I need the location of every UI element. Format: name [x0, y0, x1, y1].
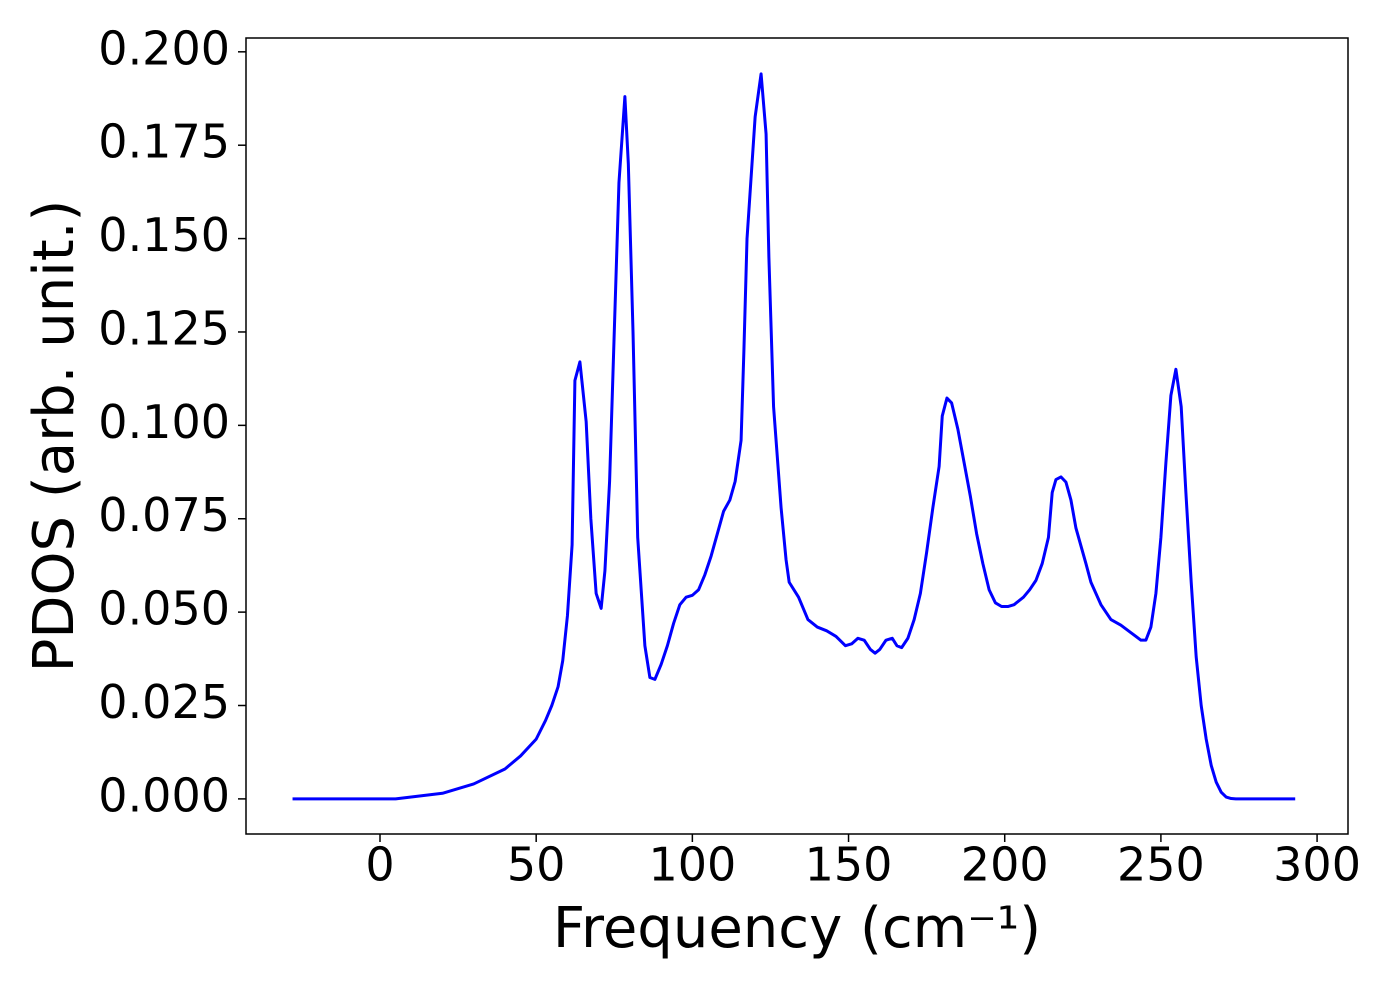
y-tick-label: 0.050 [98, 582, 230, 636]
plot-frame [245, 37, 1349, 835]
y-tick-label: 0.025 [98, 675, 230, 729]
x-tick-label: 150 [805, 838, 893, 892]
x-axis-label: Frequency (cm⁻¹) [553, 896, 1041, 961]
x-tick-label: 250 [1117, 838, 1205, 892]
y-axis-label: PDOS (arb. unit.) [22, 200, 87, 673]
y-tick-label: 0.000 [98, 768, 230, 822]
pdos-line [292, 72, 1296, 801]
y-tick-label: 0.175 [98, 115, 230, 169]
y-tick-label: 0.150 [98, 208, 230, 262]
x-tick-label: 200 [961, 838, 1049, 892]
x-tick-label: 50 [507, 838, 566, 892]
y-tick-label: 0.200 [98, 21, 230, 75]
y-tick-label: 0.125 [98, 301, 230, 355]
x-tick-label: 0 [365, 838, 394, 892]
y-tick-label: 0.100 [98, 395, 230, 449]
x-tick-label: 300 [1273, 838, 1361, 892]
y-tick-label: 0.075 [98, 488, 230, 542]
x-tick-label: 100 [648, 838, 736, 892]
